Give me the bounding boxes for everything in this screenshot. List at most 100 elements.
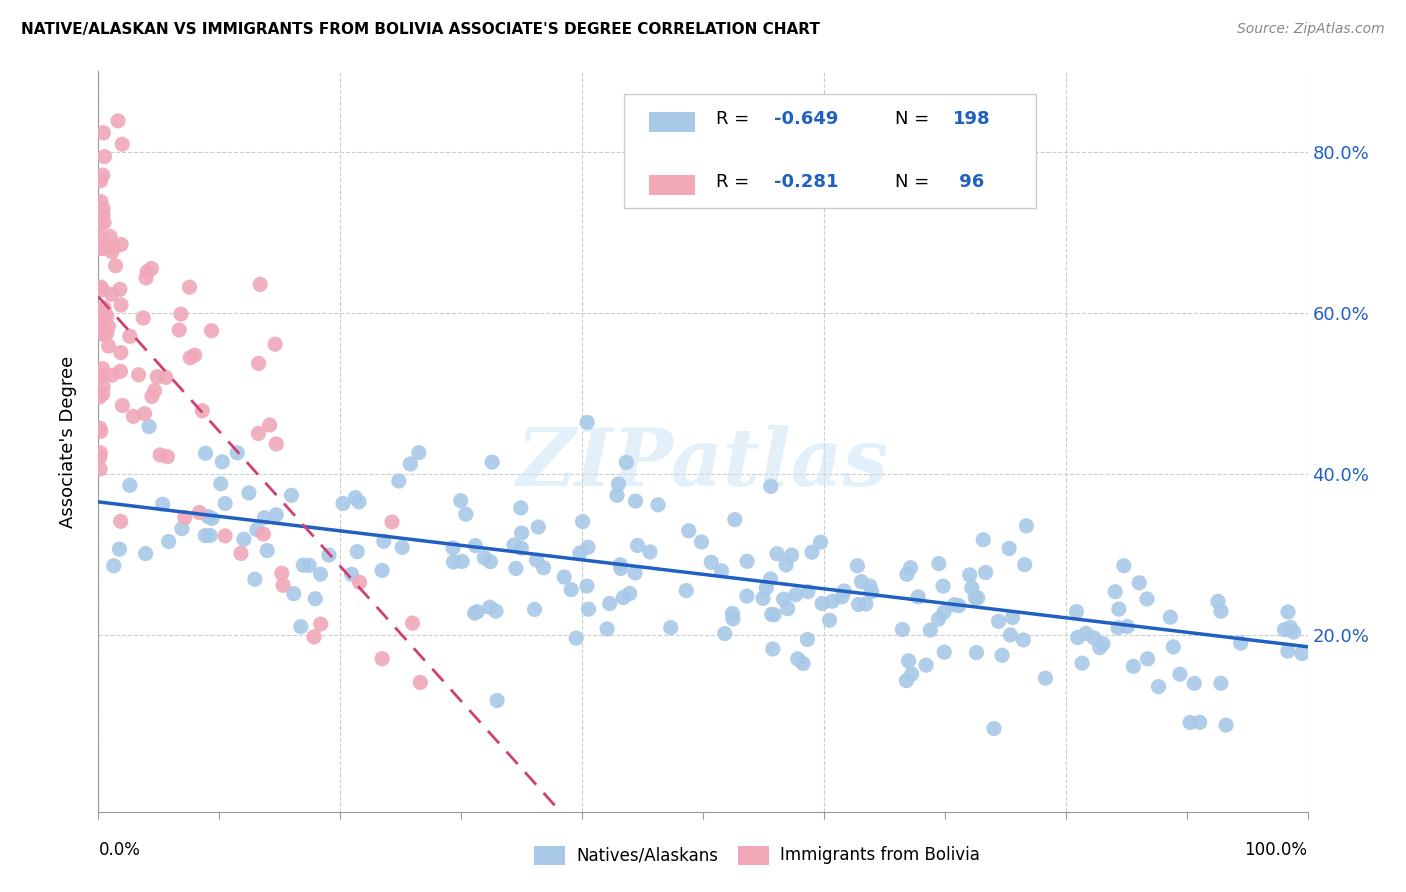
Bar bbox=[648, 112, 695, 132]
Point bbox=[1282, 625, 1305, 640]
Point bbox=[194, 446, 217, 460]
Point bbox=[724, 513, 747, 527]
Point bbox=[948, 599, 970, 613]
Point bbox=[478, 600, 501, 615]
Point bbox=[612, 591, 634, 605]
Point bbox=[523, 602, 546, 616]
Point bbox=[959, 567, 981, 582]
Point bbox=[93, 238, 115, 252]
Point bbox=[1279, 620, 1302, 634]
Point bbox=[464, 606, 486, 620]
Point bbox=[509, 500, 531, 515]
Point bbox=[409, 675, 432, 690]
Point bbox=[243, 572, 266, 586]
Point bbox=[90, 425, 112, 439]
Point bbox=[596, 622, 619, 636]
Point bbox=[110, 364, 132, 378]
Point bbox=[90, 303, 112, 318]
Point bbox=[960, 581, 983, 595]
Point bbox=[201, 511, 224, 525]
Point bbox=[89, 421, 111, 435]
Point bbox=[710, 564, 733, 578]
Point bbox=[780, 548, 803, 562]
Point bbox=[340, 567, 363, 582]
Point bbox=[897, 654, 920, 668]
Point bbox=[179, 351, 201, 365]
Point bbox=[90, 327, 112, 342]
Point bbox=[89, 446, 111, 460]
Text: ZIPatlas: ZIPatlas bbox=[517, 425, 889, 502]
Text: R =: R = bbox=[716, 110, 755, 128]
Point bbox=[1159, 610, 1181, 624]
Point bbox=[1083, 631, 1105, 645]
Point bbox=[98, 229, 121, 244]
Point bbox=[89, 174, 111, 188]
Point bbox=[111, 137, 134, 152]
Point bbox=[1071, 656, 1094, 670]
Point bbox=[759, 572, 782, 586]
Point bbox=[89, 369, 111, 384]
Point bbox=[304, 591, 326, 606]
Point bbox=[638, 545, 661, 559]
Text: NATIVE/ALASKAN VS IMMIGRANTS FROM BOLIVIA ASSOCIATE'S DEGREE CORRELATION CHART: NATIVE/ALASKAN VS IMMIGRANTS FROM BOLIVI… bbox=[21, 22, 820, 37]
Point bbox=[972, 533, 994, 547]
Point bbox=[700, 555, 723, 569]
Point bbox=[690, 535, 713, 549]
Point bbox=[713, 626, 735, 640]
Point bbox=[576, 415, 599, 429]
Point bbox=[486, 693, 509, 707]
Point bbox=[229, 546, 252, 560]
Point bbox=[108, 542, 131, 557]
Text: N =: N = bbox=[896, 173, 935, 191]
Point bbox=[247, 356, 270, 370]
Point bbox=[155, 370, 177, 384]
Point bbox=[578, 602, 600, 616]
Point bbox=[932, 605, 955, 619]
Point bbox=[772, 592, 794, 607]
Point bbox=[614, 455, 637, 469]
Point bbox=[388, 474, 411, 488]
Point bbox=[678, 524, 700, 538]
Point bbox=[96, 326, 118, 341]
Point bbox=[1107, 621, 1129, 635]
Point bbox=[1147, 680, 1170, 694]
Point bbox=[103, 240, 125, 254]
Point bbox=[1104, 584, 1126, 599]
Point bbox=[505, 561, 527, 575]
Point bbox=[103, 558, 125, 573]
Point bbox=[91, 302, 114, 317]
Point bbox=[907, 590, 929, 604]
Point bbox=[298, 558, 321, 573]
Text: 96: 96 bbox=[953, 173, 984, 191]
Point bbox=[533, 561, 555, 575]
Point bbox=[136, 265, 159, 279]
Point bbox=[90, 241, 112, 255]
Point bbox=[188, 506, 211, 520]
Point bbox=[443, 555, 465, 569]
Point bbox=[1015, 519, 1038, 533]
Point bbox=[349, 575, 371, 590]
Point bbox=[609, 558, 631, 572]
Point bbox=[896, 567, 918, 582]
Point bbox=[607, 477, 630, 491]
Point bbox=[983, 722, 1005, 736]
Point bbox=[91, 242, 114, 256]
Point bbox=[1074, 626, 1097, 640]
Point bbox=[1209, 604, 1232, 618]
Point bbox=[373, 534, 395, 549]
Point bbox=[735, 589, 758, 603]
Point bbox=[232, 533, 254, 547]
Point bbox=[93, 215, 115, 229]
Point bbox=[259, 417, 281, 432]
Point bbox=[371, 652, 394, 666]
Point bbox=[571, 515, 593, 529]
Point bbox=[1188, 715, 1211, 730]
Point bbox=[761, 607, 783, 622]
Point bbox=[209, 476, 232, 491]
Point bbox=[647, 498, 669, 512]
Point bbox=[721, 612, 744, 626]
Point bbox=[141, 261, 163, 276]
Point bbox=[792, 657, 814, 671]
Point bbox=[752, 591, 775, 606]
Point bbox=[510, 541, 533, 556]
